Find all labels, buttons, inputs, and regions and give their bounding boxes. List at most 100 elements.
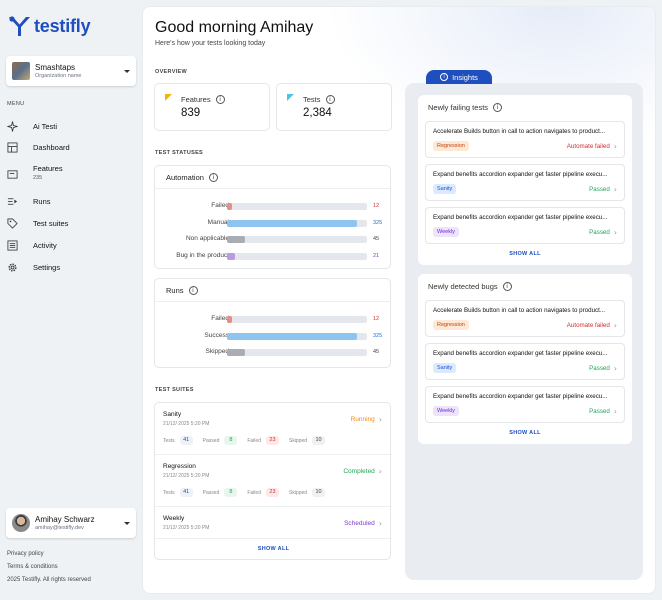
- suite-date: 21/12/ 2025 5:20 PM: [163, 421, 210, 427]
- info-icon[interactable]: i: [325, 95, 335, 104]
- chevron-right-icon: ›: [378, 467, 382, 476]
- suite-name: Regression: [163, 463, 196, 470]
- insight-item[interactable]: Expand benefits accordion expander get f…: [425, 164, 625, 201]
- stat-label: Passed: [202, 489, 220, 496]
- test-statuses-title: TEST STATUSES: [155, 150, 204, 156]
- suite-tag: Weekly: [433, 406, 459, 416]
- status-value: 45: [373, 349, 380, 355]
- features-count: 235: [33, 175, 43, 181]
- insight-status-label: Automate failed: [566, 322, 610, 329]
- status-bar-fill: [227, 203, 232, 210]
- insight-status-label: Passed: [589, 408, 610, 415]
- page-title: Good morning Amihay: [155, 19, 314, 36]
- main-panel: Good morning Amihay Here's how your test…: [143, 7, 655, 593]
- nav-item-dashboard[interactable]: Dashboard: [0, 142, 143, 152]
- nav-label: Features: [33, 164, 63, 173]
- suite-status-label: Running: [350, 416, 375, 423]
- newly-failing-title: Newly failing tests: [428, 103, 489, 112]
- info-icon[interactable]: i: [215, 95, 225, 104]
- suite-row[interactable]: Weekly 21/12/ 2025 5:20 PM Scheduled ›: [155, 507, 392, 539]
- suite-tag: Sanity: [433, 184, 457, 194]
- suite-stat-skipped: Skipped 10: [289, 488, 326, 497]
- insight-item[interactable]: Accelerate Builds button in call to acti…: [425, 121, 625, 158]
- nav-item-test-suites[interactable]: Test suites: [0, 218, 143, 229]
- status-bar-track: [227, 203, 367, 210]
- status-bar-fill: [227, 236, 245, 243]
- org-switcher[interactable]: Smashtaps Organization name: [6, 56, 136, 86]
- stat-value: 23: [265, 488, 279, 497]
- suite-stats: Tests 41 Passed 8 Failed 23 Skipped 10: [163, 488, 335, 497]
- nav-item-activity[interactable]: Activity: [0, 240, 143, 250]
- insight-item[interactable]: Expand benefits accordion expander get f…: [425, 386, 625, 423]
- org-subtitle: Organization name: [35, 73, 82, 79]
- suite-stat-failed: Failed 23: [247, 436, 279, 445]
- insight-status-label: Automate failed: [566, 143, 610, 150]
- automation-card: Automation i Failed 12 Manual 325 Non applica…: [154, 165, 391, 269]
- insight-status: Passed ›: [589, 364, 617, 373]
- activity-icon: [7, 240, 18, 251]
- user-menu[interactable]: Amihay Schwarz amihay@testifly.dev: [6, 508, 136, 538]
- status-bar-track: [227, 236, 367, 243]
- nav-item-features[interactable]: Features 235: [0, 164, 143, 184]
- suite-stat-passed: Passed 8: [203, 436, 238, 445]
- page-subtitle: Here's how your tests looking today: [155, 40, 266, 47]
- testifly-logo-icon: [9, 16, 30, 36]
- status-row: Non applicable 45: [155, 234, 392, 244]
- status-label: Failed: [211, 202, 229, 209]
- suite-status[interactable]: Running ›: [351, 415, 382, 424]
- nav-label: Dashboard: [33, 142, 70, 152]
- info-icon[interactable]: i: [502, 282, 512, 291]
- insight-item[interactable]: Accelerate Builds button in call to acti…: [425, 300, 625, 337]
- insight-item[interactable]: Expand benefits accordion expander get f…: [425, 343, 625, 380]
- app-logo[interactable]: testifly: [7, 14, 91, 38]
- insight-title: Accelerate Builds button in call to acti…: [433, 307, 605, 314]
- suite-date: 21/12/ 2025 5:20 PM: [163, 473, 210, 479]
- suite-row[interactable]: Regression 21/12/ 2025 5:20 PM Completed › T…: [155, 455, 392, 507]
- bugs-show-all-button[interactable]: SHOW ALL: [509, 430, 541, 436]
- insight-item[interactable]: Expand benefits accordion expander get f…: [425, 207, 625, 244]
- tab-label: Insights: [452, 72, 478, 82]
- privacy-link[interactable]: Privacy policy: [7, 551, 44, 557]
- suites-show-all-button[interactable]: SHOW ALL: [257, 546, 290, 552]
- status-bar-track: [227, 252, 367, 260]
- suite-tag: Regression: [433, 320, 469, 330]
- play-icon: [7, 196, 18, 207]
- suite-tag: Weekly: [433, 227, 459, 237]
- tab-insights[interactable]: i Insights: [426, 70, 492, 84]
- suite-status[interactable]: Completed ›: [343, 467, 382, 476]
- insight-status-label: Passed: [589, 365, 610, 372]
- suite-row[interactable]: Sanity 21/12/ 2025 5:20 PM Running › Tests 41…: [155, 403, 392, 455]
- info-icon[interactable]: i: [208, 172, 218, 182]
- avatar: [12, 514, 30, 532]
- status-value: 21: [373, 252, 380, 259]
- status-bar-fill: [227, 219, 357, 227]
- suite-status[interactable]: Scheduled ›: [344, 519, 382, 528]
- terms-link[interactable]: Terms & conditions: [7, 564, 58, 570]
- nav-item-ai-testi[interactable]: Ai Testi: [0, 120, 143, 132]
- nav-item-runs[interactable]: Runs: [0, 196, 143, 206]
- insight-status: Passed ›: [589, 407, 617, 416]
- insight-title: Expand benefits accordion expander get f…: [433, 393, 608, 400]
- info-icon[interactable]: i: [493, 103, 503, 112]
- suite-name: Weekly: [163, 515, 185, 522]
- org-name: Smashtaps: [35, 63, 76, 72]
- stat-label: Passed: [202, 437, 220, 444]
- stat-value: 10: [312, 488, 326, 497]
- status-bar-fill: [227, 349, 245, 356]
- status-bar-track: [227, 332, 367, 340]
- user-email: amihay@testifly.dev: [35, 525, 84, 531]
- sparkle-icon: [7, 120, 18, 132]
- status-label: Success: [204, 331, 229, 339]
- insight-title: Expand benefits accordion expander get f…: [433, 171, 608, 178]
- status-bar-fill: [227, 316, 232, 323]
- suite-stat-passed: Passed 8: [203, 488, 238, 497]
- failing-show-all-button[interactable]: SHOW ALL: [509, 251, 541, 257]
- features-card[interactable]: Features i 839: [154, 83, 270, 131]
- info-icon[interactable]: i: [188, 285, 198, 295]
- chevron-right-icon: ›: [613, 228, 617, 237]
- nav-item-settings[interactable]: Settings: [0, 262, 143, 272]
- chevron-right-icon: ›: [613, 364, 617, 373]
- status-row: Success 325: [155, 331, 392, 341]
- nav-label: Ai Testi: [33, 121, 58, 131]
- tests-card[interactable]: Tests i 2,384: [276, 83, 392, 131]
